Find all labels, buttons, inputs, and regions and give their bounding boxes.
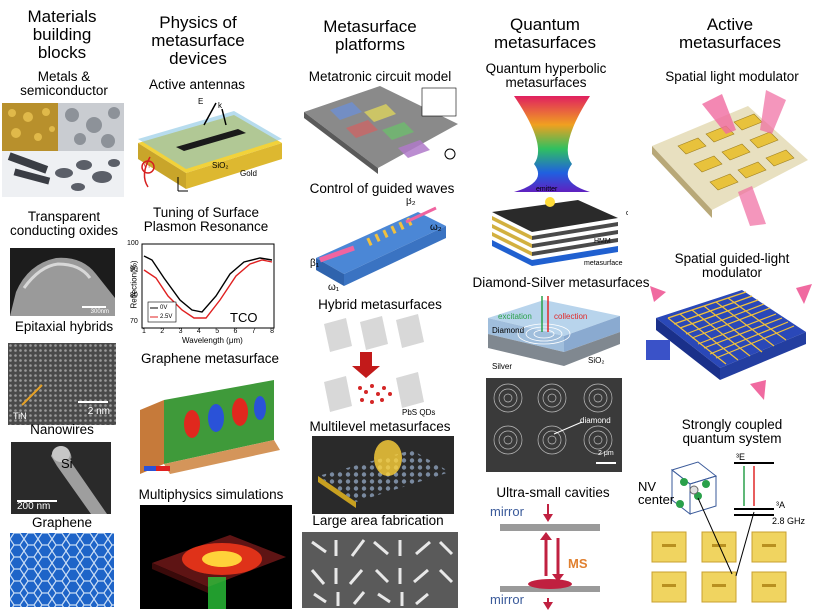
spatial-light-modulator-image xyxy=(648,90,812,228)
reflection-xtick: 1 xyxy=(142,328,146,335)
beta2-label: β₂ xyxy=(406,198,416,207)
panel-label-ultra-small: Ultra-small cavities xyxy=(496,485,610,500)
diamond-label: Diamond xyxy=(492,326,525,335)
antenna-gold-label: Gold xyxy=(240,169,257,178)
panel-label-guided-waves: Control of guided waves xyxy=(309,181,455,196)
emitter-label: emitter xyxy=(536,186,558,193)
collection-label: collection xyxy=(554,312,588,321)
tco-sem-image: 300nm xyxy=(10,248,115,316)
bottom-mirror-label: mirror xyxy=(490,592,524,607)
panel-label-tco: Transparent conducting oxides xyxy=(9,209,119,239)
guided-light-modulator-image xyxy=(646,284,814,408)
reflection-xtick: 2 xyxy=(160,328,165,335)
hybrid-metasurface-image: PbS QDs xyxy=(316,314,452,422)
reflection-xlabel: Wavelength (μm) xyxy=(182,336,243,345)
panel-label-graphene: Graphene xyxy=(31,515,93,530)
reflection-xtick: 7 xyxy=(251,328,256,335)
nv-center-label: NV center xyxy=(638,479,675,507)
column-header-physics: Physics of metasurface devices xyxy=(151,13,245,68)
column-header-materials: Materials building blocks xyxy=(27,7,97,62)
panel-label-quantum-hyperbolic: Quantum hyperbolic metasurfaces xyxy=(485,61,607,91)
omega1-label: ω₁ xyxy=(328,282,340,293)
reflection-xtick: 5 xyxy=(215,328,220,335)
reflection-xtick: 6 xyxy=(233,328,238,335)
panel-label-diamond-silver: Diamond-Silver metasurfaces xyxy=(472,275,650,290)
reflection-ytick-70: 70 xyxy=(130,318,138,325)
antenna-e-label: E xyxy=(198,97,204,106)
beta1-label: β₁ xyxy=(310,258,320,269)
panel-label-metatronic: Metatronic circuit model xyxy=(308,69,452,84)
reflection-ytick-80: 80 xyxy=(130,292,138,299)
large-area-fabrication-image xyxy=(302,532,458,608)
panel-label-large-area: Large area fabrication xyxy=(312,513,444,528)
si-label: Si xyxy=(61,456,73,471)
quantum-hyperbolic-image: emitter d HMM metasurface xyxy=(478,92,628,272)
active-antenna-diagram: E k SiO₂ Gold Vₗ xyxy=(130,95,290,203)
panel-label-hybrid: Hybrid metasurfaces xyxy=(318,297,442,312)
panel-label-multiphysics: Multiphysics simulations xyxy=(138,487,284,502)
silver-label: Silver xyxy=(492,362,513,371)
antenna-k-label: k xyxy=(218,101,222,110)
hmm-label: HMM xyxy=(594,238,611,245)
column-header-platforms: Metasurface platforms xyxy=(323,17,417,54)
panel-label-slm: Spatial light modulator xyxy=(665,69,799,84)
panel-label-strong-coupling: Strongly coupled quantum system xyxy=(681,417,783,447)
panel-label-active-antennas: Active antennas xyxy=(148,77,246,92)
reflection-ylabel: Reflection(%) xyxy=(129,260,139,309)
antenna-sio2-label: SiO₂ xyxy=(212,161,229,170)
reflection-xtick: 4 xyxy=(196,328,201,335)
frequency-label: 2.8 GHz xyxy=(772,516,806,526)
omega2-label: ω₂ xyxy=(430,222,442,233)
nanowire-scalebar-label: 200 nm xyxy=(17,501,51,512)
sio2-label: SiO₂ xyxy=(588,356,605,365)
distance-label: d xyxy=(626,210,628,217)
metatronic-circuit-image xyxy=(300,84,462,178)
ms-label: MS xyxy=(568,556,588,571)
metals-semiconductor-image xyxy=(2,103,124,197)
tco-scalebar-label: 300nm xyxy=(90,309,109,315)
legend-2-5v: 2.5V xyxy=(160,314,173,320)
tco-plot-label: TCO xyxy=(230,310,258,325)
panel-label-multilevel: Multilevel metasurfaces xyxy=(309,419,451,434)
reflection-ytick-90: 90 xyxy=(130,266,138,273)
strongly-coupled-system-image: NV center ³A ³E 2.8 GHz xyxy=(636,452,814,610)
reflection-plot: 100 90 80 70 0V 2.5V TCO Reflection(%) W… xyxy=(120,238,280,348)
panel-label-guided-light-modulator: Spatial guided-light modulator xyxy=(674,251,790,281)
tin-label: TiN xyxy=(13,411,27,421)
column-header-active: Active metasurfaces xyxy=(678,15,782,52)
triplet-a-label: ³A xyxy=(776,500,785,510)
excitation-label: excitation xyxy=(498,312,532,321)
diamond-silver-sem-image: diamond 2 μm xyxy=(486,378,622,472)
graphene-lattice-image xyxy=(10,533,114,607)
reflection-xtick: 3 xyxy=(178,328,183,335)
top-mirror-label: mirror xyxy=(490,504,524,519)
panel-label-metals: Metals & semiconductor xyxy=(20,69,108,99)
panel-label-graphene-metasurface: Graphene metasurface xyxy=(140,351,280,366)
multilevel-metasurface-image xyxy=(312,436,454,514)
diamond-silver-schematic: excitation collection Diamond Silver SiO… xyxy=(484,296,624,376)
diamond-sem-label: diamond xyxy=(580,416,611,425)
legend-0v: 0V xyxy=(160,305,168,311)
panel-label-epitaxial: Epitaxial hybrids xyxy=(14,319,114,334)
metasurface-label: metasurface xyxy=(584,260,623,267)
panel-label-nanowires: Nanowires xyxy=(30,422,94,437)
sem-scalebar-label: 2 μm xyxy=(598,450,614,457)
pbs-qds-label: PbS QDs xyxy=(402,408,436,417)
column-header-quantum: Quantum metasurfaces xyxy=(493,15,597,52)
ultra-small-cavity-image: mirror MS mirror xyxy=(486,504,616,610)
guided-waves-image: β₂ ω₂ β₁ ω₁ xyxy=(306,198,456,298)
graphene-metasurface-image xyxy=(134,370,282,482)
nanowire-sem-image: Si 200 nm xyxy=(11,442,111,514)
antenna-voltage-label: Vₗ xyxy=(143,161,150,170)
multiphysics-simulation-image xyxy=(140,505,292,609)
reflection-xticks: 1 2 3 4 5 6 7 8 xyxy=(142,328,274,335)
tem-scalebar-label: 2 nm xyxy=(87,406,110,417)
reflection-ytick-100: 100 xyxy=(127,240,139,247)
panel-label-spr-tuning: Tuning of Surface Plasmon Resonance xyxy=(143,205,269,235)
epitaxial-tem-image: TiN 2 nm xyxy=(8,343,116,425)
triplet-e-label: ³E xyxy=(736,452,745,462)
reflection-xtick: 8 xyxy=(270,328,274,335)
